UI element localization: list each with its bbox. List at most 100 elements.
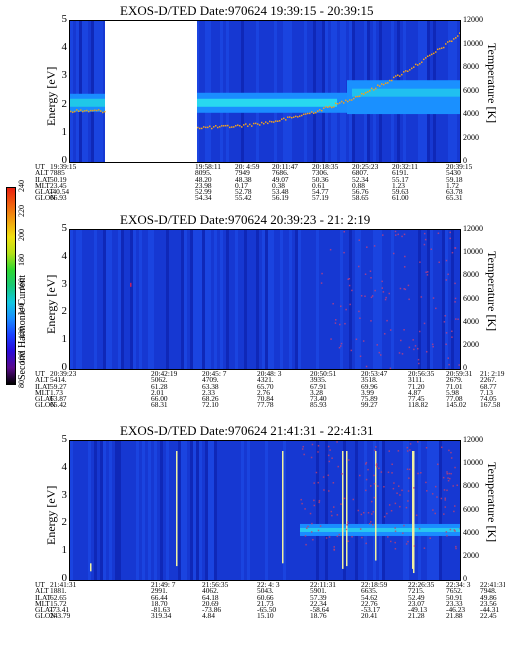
heatmap-column — [79, 441, 82, 580]
heatmap-column — [103, 21, 106, 162]
heatmap-column — [157, 441, 160, 580]
temperature-point — [339, 102, 341, 104]
heatmap-column — [208, 441, 211, 580]
temperature-point — [366, 246, 368, 248]
table-cell: 85.93 — [310, 400, 327, 410]
temperature-point — [385, 82, 387, 85]
table-cell: 20:32:11 — [392, 162, 419, 171]
temperature-point — [403, 329, 405, 331]
table-cell: 6635. — [361, 586, 378, 596]
heatmap-column — [271, 441, 274, 580]
table-cell: 77.78 — [257, 400, 274, 410]
heatmap-column — [349, 230, 352, 369]
heatmap-column — [136, 230, 139, 369]
temperature-point — [426, 490, 428, 492]
table-cell: 23.45 — [50, 180, 67, 190]
table-cell: 2679. — [446, 375, 463, 385]
table-row: ALT 7885 8095. 7949 7686. 7306. 6807. 6191. 5430 — [35, 169, 505, 177]
temperature-point — [287, 116, 289, 118]
heatmap-column — [175, 230, 178, 369]
temperature-point — [267, 122, 269, 125]
temperature-point — [425, 350, 428, 353]
temperature-point — [217, 126, 219, 129]
temperature-point — [311, 111, 313, 113]
temperature-point — [265, 121, 267, 123]
temperature-point — [412, 339, 414, 341]
heatmap-column — [232, 230, 235, 369]
heatmap-column — [181, 441, 184, 580]
heatmap-column — [73, 441, 76, 580]
table-cell: 22.34 — [310, 598, 327, 608]
temperature-point — [453, 510, 455, 513]
table-cell: 21.88 — [446, 611, 463, 621]
temperature-point — [394, 530, 397, 532]
heatmap-column — [217, 230, 220, 369]
temperature-point — [269, 120, 271, 123]
y-axis-label: Energy [eV] — [44, 485, 58, 545]
temperature-point — [309, 112, 311, 115]
temperature-point — [443, 513, 445, 515]
table-cell: 7.13 — [480, 387, 493, 397]
temperature-point — [327, 106, 329, 109]
table-row: ILAT 59.27 61.28 63.38 65.70 67.91 69.96 71.20 7… — [35, 381, 505, 391]
temperature-point — [454, 530, 456, 532]
temperature-point — [339, 345, 342, 347]
temperature-point — [454, 247, 456, 249]
heatmap-column — [271, 230, 274, 369]
temperature-point — [448, 472, 450, 475]
table-cell: 3111. — [408, 375, 425, 385]
temperature-point — [433, 52, 435, 55]
temperature-point — [304, 508, 306, 510]
heatmap-column — [415, 230, 418, 369]
temperature-point — [379, 354, 382, 356]
temperature-point — [98, 109, 100, 111]
table-row-header: ILAT — [35, 381, 52, 391]
temperature-point — [374, 289, 376, 292]
temperature-point — [394, 541, 396, 544]
temperature-point — [358, 310, 360, 313]
temperature-point — [231, 126, 233, 128]
table-cell: 20:18:35 — [312, 162, 339, 171]
temperature-point — [444, 499, 447, 501]
heatmap-column — [247, 441, 250, 580]
table-cell: 22.76 — [361, 598, 378, 608]
table-cell: 66.93 — [50, 193, 67, 203]
temperature-point — [449, 40, 451, 42]
temperature-point — [325, 106, 327, 108]
y-axis-label: Energy [eV] — [44, 274, 58, 334]
temperature-point — [306, 527, 308, 529]
temperature-point — [331, 106, 333, 109]
heatmap-column — [217, 441, 220, 580]
temperature-point — [277, 120, 279, 122]
heatmap-column — [70, 230, 73, 369]
table-cell: 57.39 — [310, 592, 327, 602]
temperature-point — [259, 124, 261, 126]
table-cell: 63.87 — [50, 394, 67, 404]
heatmap-column — [370, 441, 373, 580]
table-cell: -49.13 — [408, 605, 428, 615]
temperature-point — [329, 248, 332, 251]
table-cell: 20.69 — [202, 598, 219, 608]
heatmap-column — [295, 21, 298, 162]
temperature-point — [305, 543, 307, 546]
y-tick-label: 0 — [61, 154, 68, 166]
table-cell: 20:50:51 — [310, 369, 337, 378]
heatmap-column — [181, 230, 184, 369]
heatmap-column — [334, 21, 337, 162]
y-tick-label: 4 — [61, 249, 68, 262]
heatmap-column — [142, 230, 145, 369]
temperature-point — [440, 446, 443, 449]
heatmap-column — [259, 441, 262, 580]
temperature-point — [389, 540, 392, 543]
heatmap-column — [298, 230, 301, 369]
heatmap-column — [436, 441, 439, 580]
heatmap-column — [445, 230, 448, 369]
heatmap-column — [109, 441, 112, 580]
heatmap-column — [424, 230, 427, 369]
temperature-point — [432, 297, 435, 299]
heatmap-column — [274, 21, 277, 162]
heatmap-column — [304, 230, 307, 369]
temperature-point — [328, 490, 330, 492]
y-tick-label: 5 — [61, 433, 68, 445]
table-cell: 1.23 — [392, 180, 405, 190]
